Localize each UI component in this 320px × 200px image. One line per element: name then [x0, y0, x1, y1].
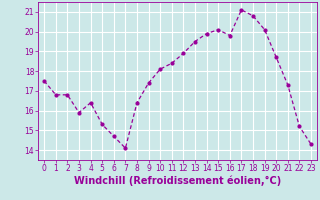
X-axis label: Windchill (Refroidissement éolien,°C): Windchill (Refroidissement éolien,°C): [74, 176, 281, 186]
